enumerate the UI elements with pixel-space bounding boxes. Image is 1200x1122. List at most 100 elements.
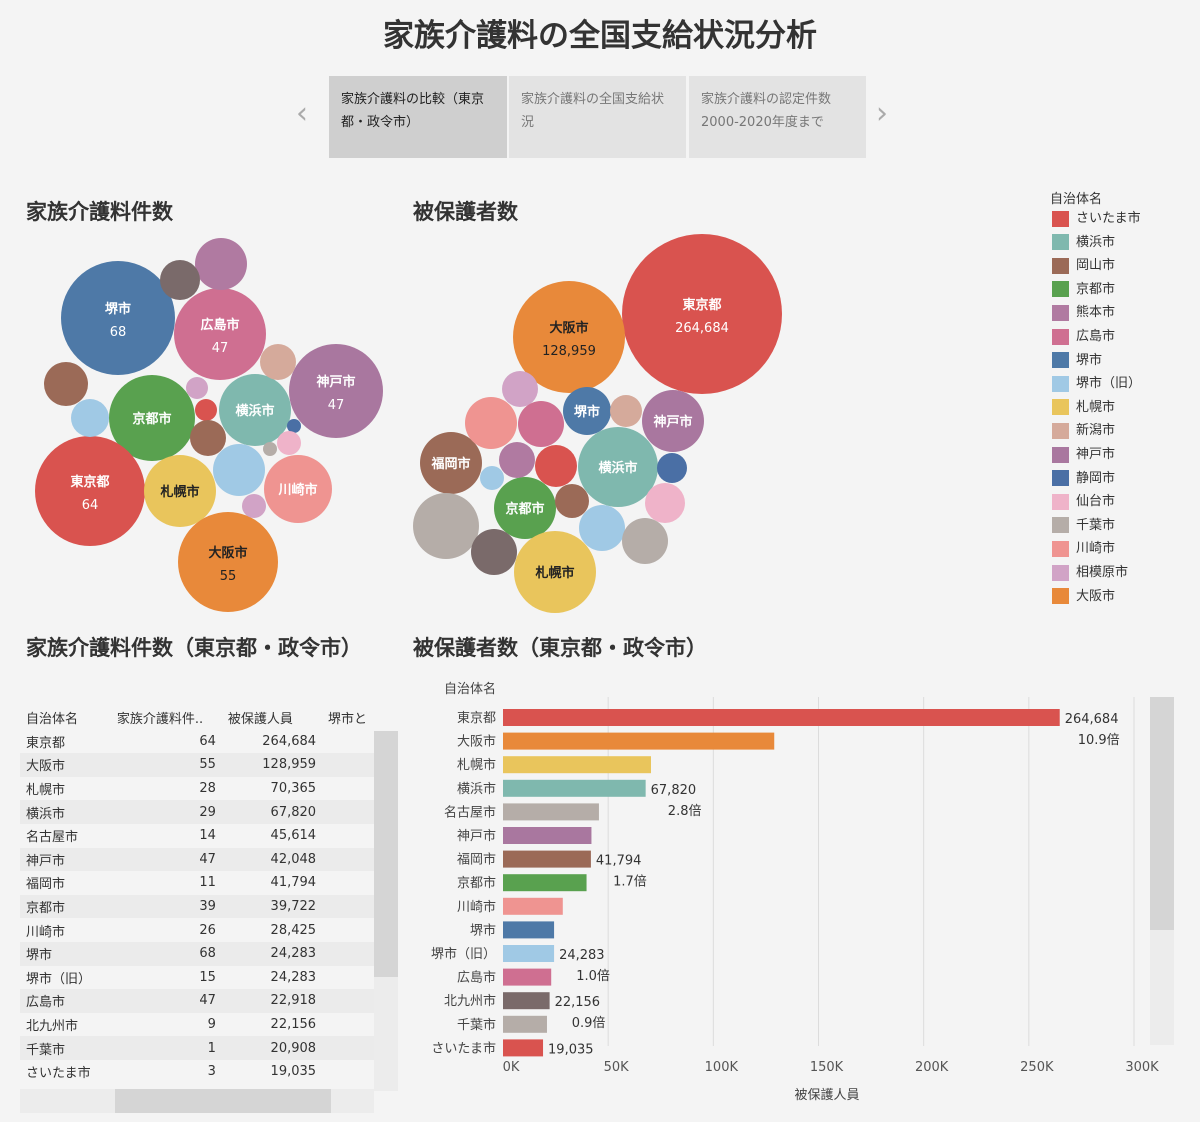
bubble[interactable] <box>622 518 668 564</box>
tab-comparison[interactable]: 家族介護料の比較（東京都・政令市） <box>329 76 507 158</box>
legend-item[interactable]: 札幌市 <box>1052 399 1115 417</box>
bubble[interactable] <box>144 455 216 527</box>
table-scrollbar-thumb[interactable] <box>374 731 398 977</box>
table-row[interactable]: 大阪市 55 128,959 <box>20 753 374 777</box>
bubble[interactable] <box>289 344 383 438</box>
bubble[interactable] <box>645 483 685 523</box>
legend-item[interactable]: 広島市 <box>1052 328 1115 346</box>
bar[interactable] <box>503 968 552 986</box>
bubble[interactable] <box>287 419 301 433</box>
legend-item[interactable]: 大阪市 <box>1052 588 1115 606</box>
bar[interactable] <box>503 756 652 774</box>
bar[interactable] <box>503 803 599 821</box>
legend-item[interactable]: 新潟市 <box>1052 422 1115 440</box>
bubble[interactable] <box>555 484 589 518</box>
bar[interactable] <box>503 850 591 868</box>
table-row[interactable]: さいたま市 3 19,035 <box>20 1060 374 1084</box>
bubble[interactable] <box>420 432 482 494</box>
table-row[interactable]: 京都市 39 39,722 <box>20 894 374 919</box>
legend-item[interactable]: 堺市 <box>1052 352 1102 370</box>
tab-national-status[interactable]: 家族介護料の全国支給状況 <box>509 76 686 158</box>
bubble[interactable] <box>579 505 625 551</box>
bubble[interactable] <box>518 401 564 447</box>
bar[interactable] <box>503 1039 544 1057</box>
legend-item[interactable]: 神戸市 <box>1052 446 1115 464</box>
bubble[interactable] <box>514 531 596 613</box>
legend-item[interactable]: 仙台市 <box>1052 493 1115 511</box>
bubble[interactable] <box>494 477 556 539</box>
bar[interactable] <box>503 992 550 1010</box>
bubble[interactable] <box>610 395 642 427</box>
bubble[interactable] <box>178 512 278 612</box>
bubble[interactable] <box>109 375 195 461</box>
bubble[interactable] <box>242 494 266 518</box>
bubble[interactable] <box>186 377 208 399</box>
col-header-care-count[interactable]: 家族介護料件.. <box>116 712 204 728</box>
chevron-left-icon[interactable]: ‹ <box>296 96 308 131</box>
table-row[interactable]: 福岡市 11 41,794 <box>20 871 374 895</box>
legend-item[interactable]: 相模原市 <box>1052 564 1128 582</box>
tab-certification-count[interactable]: 家族介護料の認定件数2000-2020年度まで <box>689 76 866 158</box>
bar[interactable] <box>503 732 775 750</box>
legend-item[interactable]: 千葉市 <box>1052 517 1115 535</box>
bar[interactable] <box>503 827 592 844</box>
table-row[interactable]: 堺市（旧） 15 24,283 <box>20 966 374 990</box>
bubble[interactable] <box>513 281 625 393</box>
table-row[interactable]: 横浜市 29 67,820 <box>20 800 374 824</box>
bar[interactable] <box>503 897 563 915</box>
bubble[interactable] <box>71 399 109 437</box>
bubble[interactable] <box>642 390 704 452</box>
bar-scrollbar-thumb[interactable] <box>1150 697 1174 930</box>
bubble[interactable] <box>160 260 200 300</box>
bubble[interactable] <box>499 442 535 478</box>
table-row[interactable]: 堺市 68 24,283 <box>20 941 374 966</box>
table-row[interactable]: 広島市 47 22,918 <box>20 989 374 1013</box>
bubble[interactable] <box>260 344 296 380</box>
bubble[interactable] <box>61 261 175 375</box>
bubble[interactable] <box>480 466 504 490</box>
bar[interactable] <box>503 945 555 962</box>
bar[interactable] <box>503 1015 547 1033</box>
table-row[interactable]: 札幌市 28 70,365 <box>20 777 374 801</box>
bubble[interactable] <box>657 453 687 483</box>
bar[interactable] <box>503 779 646 797</box>
bubble[interactable] <box>195 399 217 421</box>
bubble[interactable] <box>264 455 332 523</box>
bubble[interactable] <box>471 529 517 575</box>
legend-item[interactable]: 堺市（旧） <box>1052 375 1141 393</box>
bubble[interactable] <box>622 234 782 394</box>
bubble[interactable] <box>578 427 658 507</box>
bubble[interactable] <box>465 397 517 449</box>
col-header-name[interactable]: 自治体名 <box>26 712 79 728</box>
legend-item[interactable]: 熊本市 <box>1052 304 1115 322</box>
bar[interactable] <box>503 709 1060 726</box>
legend-item[interactable]: 京都市 <box>1052 281 1115 299</box>
table-row[interactable]: 東京都 64 264,684 <box>20 730 374 754</box>
bar[interactable] <box>503 921 555 939</box>
bubble[interactable] <box>263 442 277 456</box>
bubble[interactable] <box>35 436 145 546</box>
bubble[interactable] <box>190 420 226 456</box>
bubble[interactable] <box>195 238 247 290</box>
legend-item[interactable]: 静岡市 <box>1052 470 1115 488</box>
bubble[interactable] <box>413 493 479 559</box>
table-row[interactable]: 千葉市 1 20,908 <box>20 1036 374 1060</box>
bubble[interactable] <box>219 374 291 446</box>
bubble[interactable] <box>277 431 301 455</box>
bubble[interactable] <box>44 362 88 406</box>
legend-item[interactable]: さいたま市 <box>1052 210 1141 228</box>
table-row[interactable]: 名古屋市 14 45,614 <box>20 824 374 848</box>
legend-item[interactable]: 横浜市 <box>1052 234 1115 252</box>
legend-item[interactable]: 川崎市 <box>1052 540 1115 558</box>
bubble[interactable] <box>213 444 265 496</box>
chevron-right-icon[interactable]: › <box>876 96 888 131</box>
table-row[interactable]: 川崎市 26 28,425 <box>20 918 374 942</box>
bubble[interactable] <box>174 288 266 380</box>
table-hscrollbar-thumb[interactable] <box>115 1089 331 1113</box>
col-header-sakai-ratio[interactable]: 堺市と <box>328 712 368 728</box>
legend-item[interactable]: 岡山市 <box>1052 257 1115 275</box>
table-row[interactable]: 神戸市 47 42,048 <box>20 847 374 872</box>
bubble[interactable] <box>502 371 538 407</box>
bubble[interactable] <box>563 387 611 435</box>
col-header-protected-persons[interactable]: 被保護人員 <box>227 712 293 728</box>
